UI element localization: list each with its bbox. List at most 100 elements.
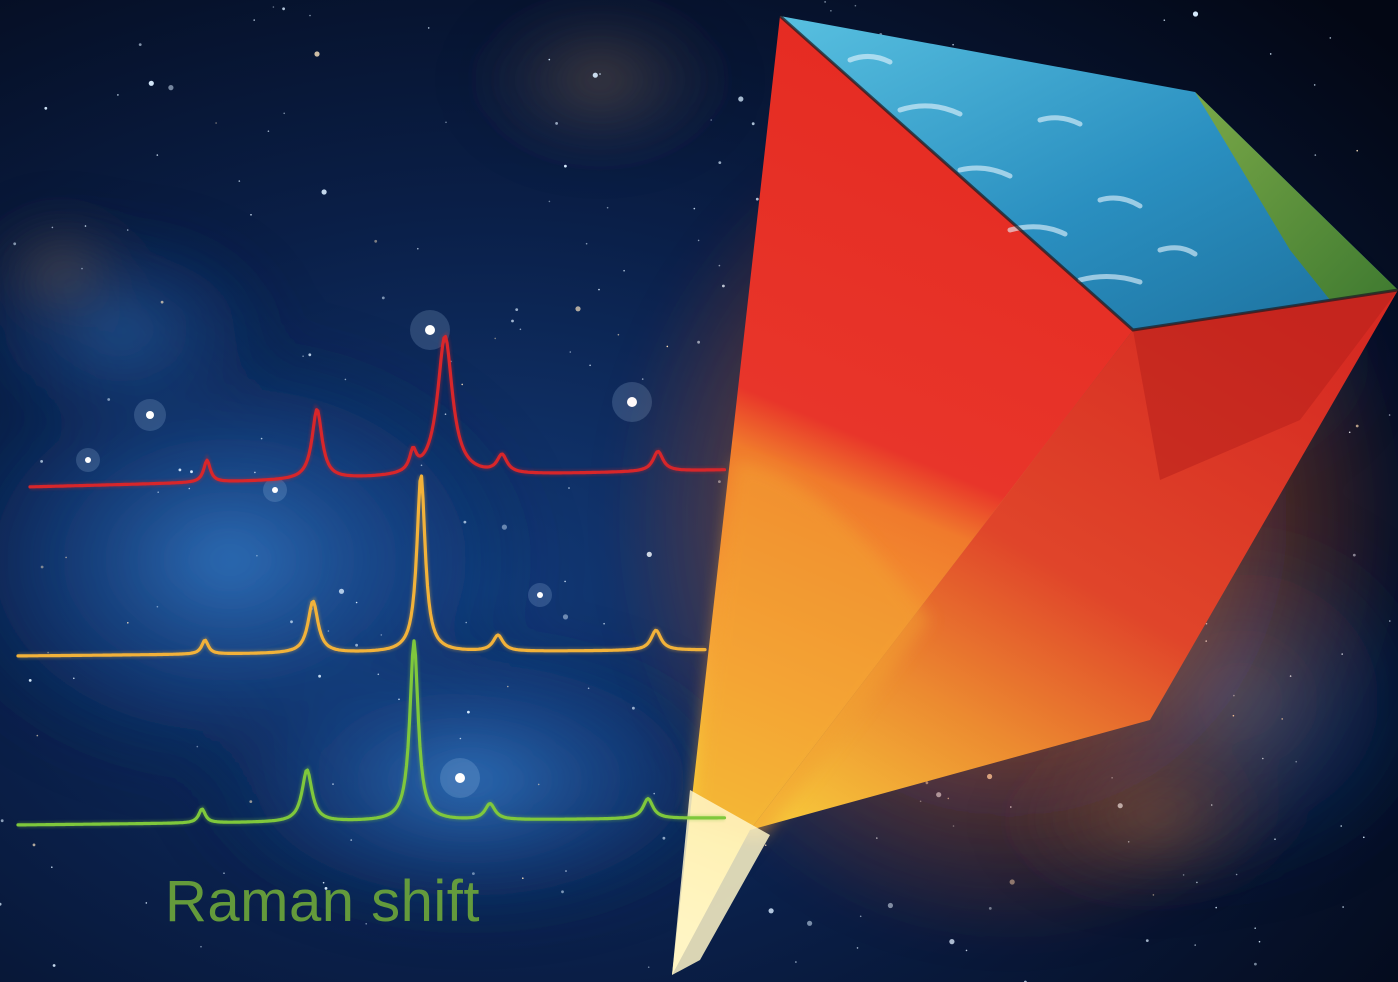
star bbox=[856, 947, 859, 949]
star bbox=[28, 679, 32, 682]
star bbox=[321, 189, 327, 195]
star bbox=[73, 677, 75, 680]
star bbox=[65, 556, 67, 559]
star bbox=[107, 398, 111, 401]
star bbox=[427, 27, 430, 29]
star bbox=[318, 674, 321, 678]
star bbox=[249, 800, 253, 803]
star bbox=[459, 737, 462, 740]
star bbox=[156, 154, 159, 156]
star bbox=[332, 783, 334, 785]
star bbox=[314, 51, 320, 57]
star bbox=[467, 710, 470, 714]
star bbox=[632, 706, 635, 710]
star bbox=[302, 355, 304, 358]
star bbox=[350, 839, 353, 841]
star bbox=[0, 902, 2, 906]
star bbox=[1192, 11, 1199, 17]
star bbox=[569, 351, 572, 353]
star bbox=[256, 554, 258, 557]
star bbox=[1340, 825, 1342, 827]
star bbox=[768, 908, 774, 914]
star bbox=[308, 353, 312, 357]
bright-star bbox=[146, 411, 154, 419]
star bbox=[537, 783, 540, 786]
star bbox=[606, 206, 609, 209]
star bbox=[472, 872, 475, 875]
star bbox=[267, 130, 270, 132]
star bbox=[824, 1, 826, 3]
star bbox=[377, 673, 380, 676]
star bbox=[548, 200, 551, 203]
star bbox=[598, 288, 600, 291]
star bbox=[126, 229, 129, 231]
star bbox=[952, 43, 954, 46]
star bbox=[1342, 906, 1344, 908]
star bbox=[365, 923, 368, 925]
star bbox=[522, 877, 524, 879]
star bbox=[575, 306, 581, 312]
earth-cutaway-wedge bbox=[672, 14, 1398, 975]
star bbox=[36, 734, 39, 737]
star bbox=[282, 7, 285, 11]
cloud-streaks bbox=[847, 54, 1198, 285]
star bbox=[1314, 154, 1317, 156]
bright-star bbox=[425, 325, 435, 335]
star bbox=[40, 565, 44, 569]
star bbox=[589, 364, 591, 367]
star bbox=[585, 242, 588, 245]
star bbox=[160, 300, 164, 304]
star bbox=[40, 460, 43, 463]
star bbox=[795, 961, 797, 963]
star bbox=[738, 96, 744, 102]
star bbox=[260, 437, 263, 440]
star bbox=[1194, 944, 1196, 946]
spectrum-orange bbox=[16, 474, 707, 658]
star bbox=[253, 19, 255, 21]
bright-star bbox=[537, 592, 543, 598]
star bbox=[420, 464, 423, 467]
star bbox=[710, 119, 712, 121]
star bbox=[565, 870, 567, 872]
star bbox=[322, 881, 325, 884]
star bbox=[32, 843, 36, 847]
star bbox=[127, 622, 129, 624]
raman-spectra bbox=[16, 330, 727, 828]
star bbox=[1163, 19, 1166, 22]
star bbox=[0, 819, 4, 823]
star bbox=[515, 308, 519, 311]
star bbox=[355, 643, 358, 647]
star bbox=[592, 72, 598, 78]
star bbox=[156, 605, 159, 608]
star bbox=[507, 685, 509, 688]
star bbox=[145, 902, 148, 904]
star bbox=[398, 698, 400, 701]
bright-star bbox=[85, 457, 91, 463]
star bbox=[561, 890, 564, 894]
star bbox=[1254, 927, 1256, 929]
star bbox=[494, 337, 497, 340]
star bbox=[1313, 84, 1316, 86]
star bbox=[617, 333, 620, 336]
star bbox=[290, 620, 293, 624]
star bbox=[461, 383, 464, 386]
star bbox=[148, 80, 154, 86]
star bbox=[599, 73, 601, 75]
star bbox=[623, 269, 625, 272]
star bbox=[417, 247, 419, 250]
star bbox=[697, 239, 700, 242]
star bbox=[338, 588, 345, 594]
star bbox=[444, 413, 447, 416]
star bbox=[272, 6, 275, 8]
star bbox=[344, 378, 347, 381]
star bbox=[647, 966, 650, 968]
star bbox=[168, 85, 174, 91]
star bbox=[965, 949, 968, 952]
bright-star bbox=[272, 487, 278, 493]
star bbox=[662, 836, 666, 840]
raman-shift-caption: Raman shift bbox=[165, 869, 480, 934]
star bbox=[1363, 836, 1365, 839]
star bbox=[564, 580, 566, 583]
